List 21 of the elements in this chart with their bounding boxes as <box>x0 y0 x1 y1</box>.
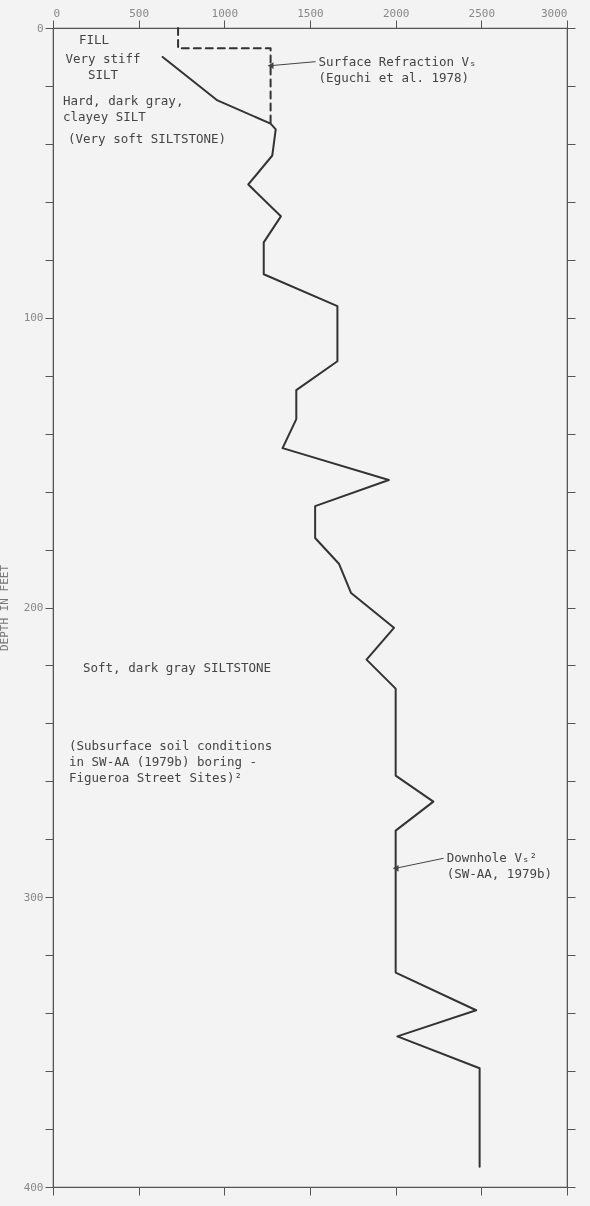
x-tick-label: 1000 <box>211 6 239 20</box>
annotation: (Subsurface soil conditions in SW-AA (1979b) boring - Figueroa Street Sites)² <box>69 738 273 785</box>
y-tick-label: 300 <box>23 890 44 904</box>
x-tick-label: 1500 <box>297 6 324 20</box>
x-tick-label: 500 <box>129 6 150 20</box>
annotation: Soft, dark gray SILTSTONE <box>83 660 272 675</box>
annotation: Hard, dark gray, clayey SILT <box>63 93 184 124</box>
x-tick-label: 3000 <box>541 6 568 20</box>
x-tick-label: 2000 <box>382 6 410 20</box>
annotation: Downhole Vₛ² (SW-AA, 1979b) <box>446 850 553 882</box>
annotation: (Very soft SILTSTONE) <box>68 131 227 146</box>
x-tick-label: 2500 <box>468 6 496 20</box>
annotation: Surface Refraction Vₛ (Eguchi et al. 1978) <box>318 53 477 85</box>
y-tick-label: 200 <box>23 601 44 614</box>
y-axis-title: DEPTH IN FEET <box>0 564 11 652</box>
y-tick-label: 100 <box>23 311 44 325</box>
y-tick-label: 0 <box>36 21 44 35</box>
x-tick-label: 0 <box>53 6 61 20</box>
annotation: Very stiff SILT <box>65 51 141 82</box>
annotation: FILL <box>78 32 110 47</box>
y-tick-label: 400 <box>23 1180 44 1194</box>
